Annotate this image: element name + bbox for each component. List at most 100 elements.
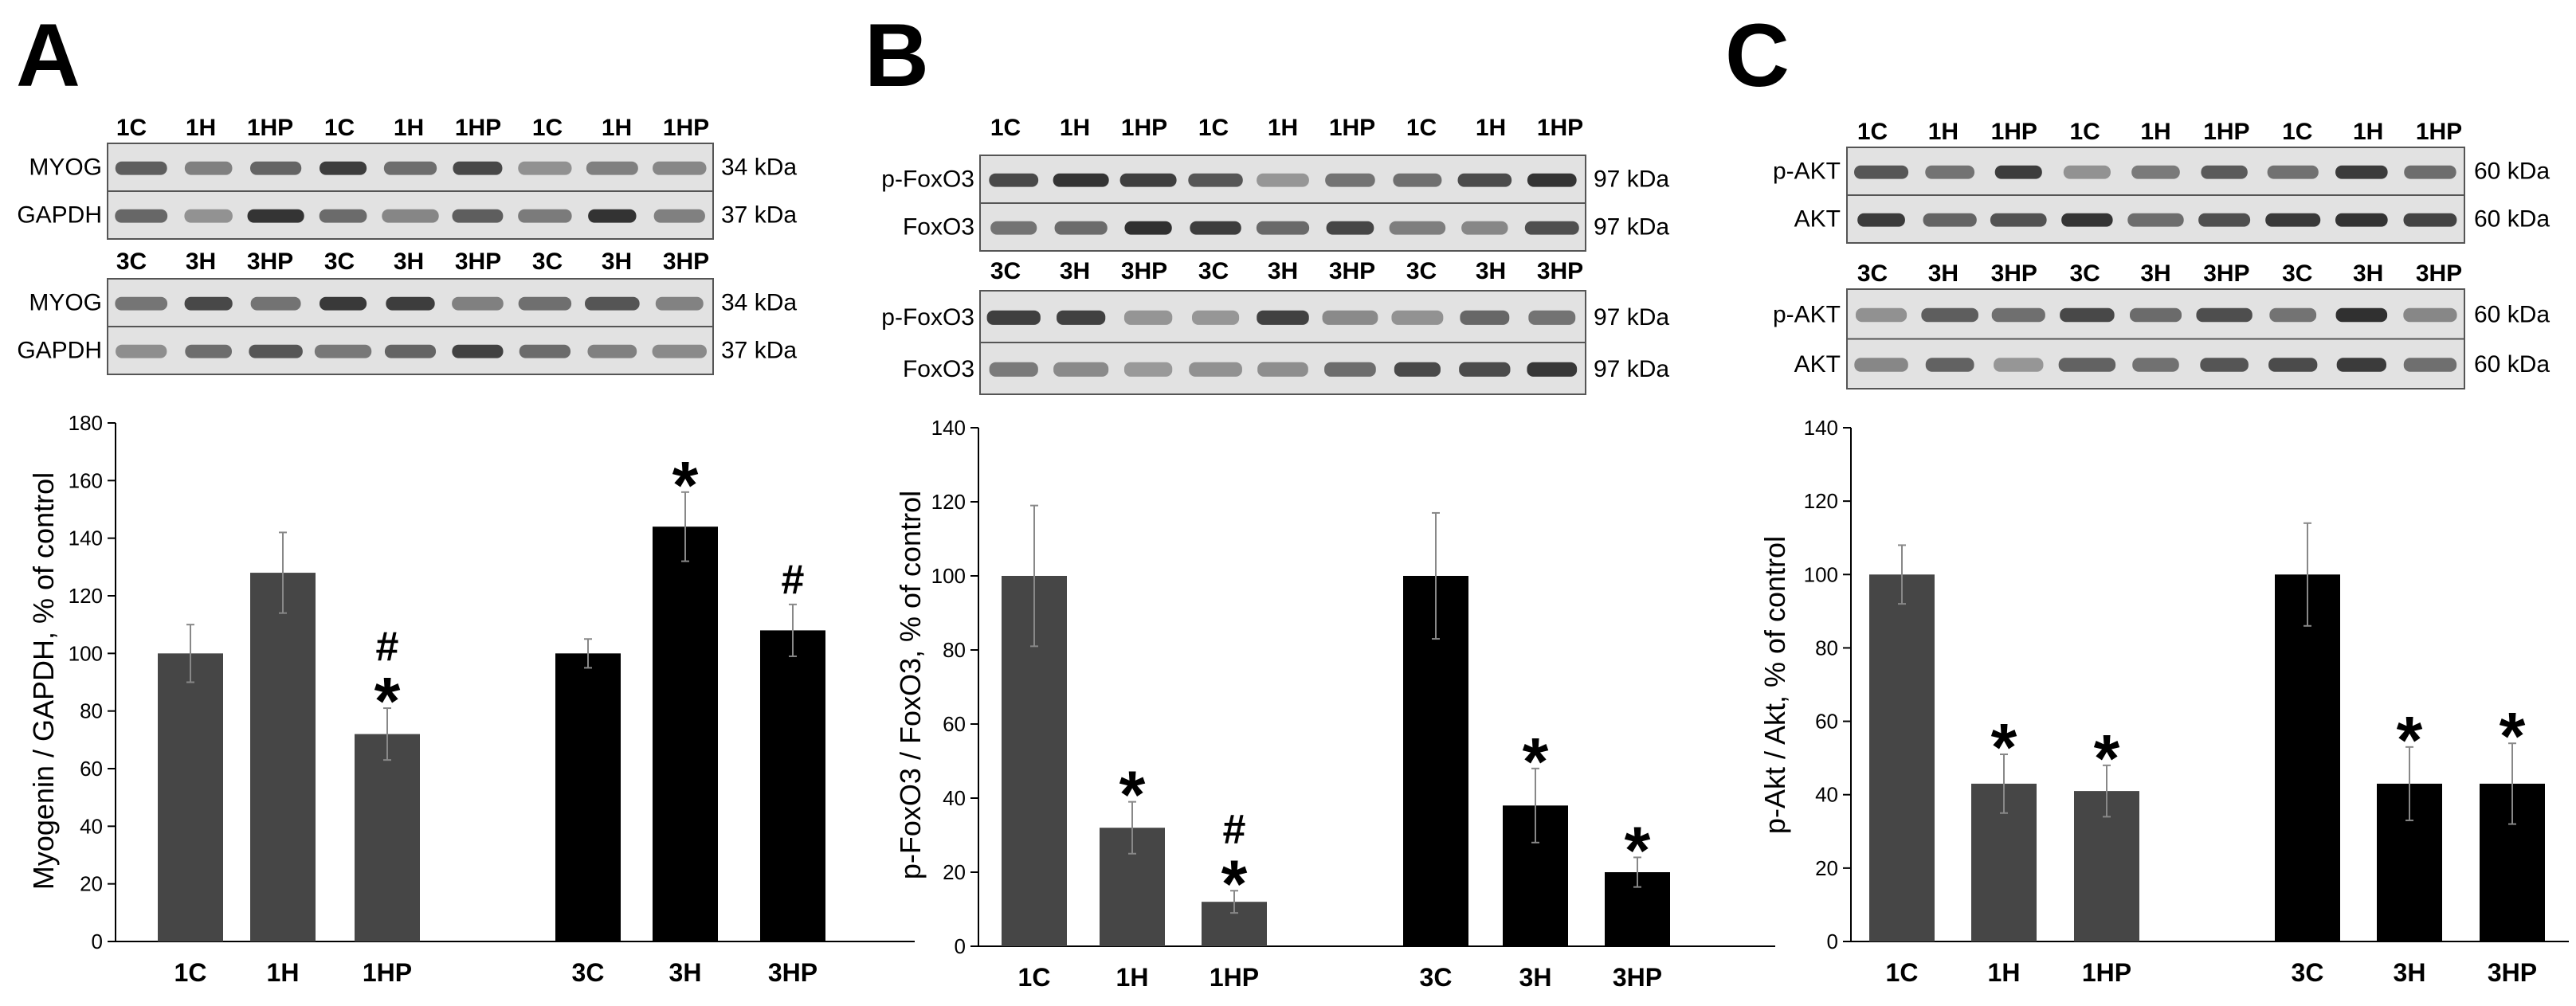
- x-tick-label: 3C: [1420, 963, 1453, 992]
- y-tick-label: 180: [69, 411, 103, 435]
- lane-label: 3H: [2353, 260, 2383, 287]
- lane-label: 1HP: [247, 115, 293, 141]
- lane-label: 3H: [394, 249, 424, 275]
- significance-star: *: [1991, 710, 2017, 785]
- panel-letter: B: [865, 6, 929, 105]
- blot-band: [1124, 221, 1172, 235]
- blot-band: [250, 161, 302, 175]
- bar-chart: 0 20 40 60 80 100 120 140 p-FoxO3 / FoxO3, % of …: [894, 416, 1775, 992]
- blot-band: [1188, 173, 1243, 187]
- lane-label: 1H: [186, 115, 216, 141]
- kda-label: 37 kDa: [721, 202, 797, 229]
- blot-band: [1123, 362, 1173, 377]
- protein-label: GAPDH: [17, 202, 102, 229]
- blot-band: [452, 344, 504, 358]
- y-tick-label: 140: [69, 526, 103, 550]
- blot-band: [115, 161, 167, 175]
- lane-label: 3H: [602, 249, 632, 275]
- lane-label: 3HP: [663, 249, 709, 275]
- x-tick-label: 1H: [1116, 963, 1149, 992]
- x-tick-label: 1H: [1988, 958, 2021, 987]
- blot-band: [1991, 307, 2045, 323]
- blot-band: [2127, 213, 2184, 227]
- blot-band: [989, 362, 1038, 377]
- lane-label: 1H: [394, 115, 424, 141]
- y-axis-label: p-Akt / Akt, % of control: [1759, 536, 1791, 834]
- blot-band: [2335, 165, 2388, 179]
- kda-label: 97 kDa: [1594, 214, 1669, 241]
- blot-band: [249, 344, 303, 358]
- lane-label: 1C: [324, 115, 355, 141]
- blot-band: [383, 161, 437, 175]
- blot-band: [116, 344, 167, 358]
- panel-c: C 1C 1H 1HP 1C 1H 1HP 1C 1H 1HP p-AKT 60 kDa AKT 60 k…: [1725, 6, 2569, 987]
- bar: [555, 653, 621, 941]
- lane-label: 1HP: [1991, 119, 2037, 145]
- significance-star: *: [1221, 846, 1248, 921]
- blot-band: [1857, 213, 1905, 227]
- x-tick-label: 1HP: [2082, 958, 2131, 987]
- blot-band: [585, 296, 640, 311]
- y-tick-label: 0: [955, 934, 966, 958]
- blot-band: [588, 209, 637, 223]
- lane-label: 3H: [1060, 258, 1090, 284]
- blot-band: [2060, 307, 2115, 323]
- kda-label: 97 kDa: [1594, 356, 1669, 382]
- lane-label: 1C: [2069, 119, 2100, 145]
- bar: [1869, 574, 1935, 941]
- protein-label: FoxO3: [903, 356, 974, 382]
- y-tick-label: 140: [1804, 416, 1838, 440]
- blot-band: [452, 296, 504, 311]
- blot-band: [319, 296, 367, 311]
- lane-label: 1C: [116, 115, 147, 141]
- blot-band: [184, 161, 233, 175]
- significance-star: *: [672, 448, 699, 523]
- blot-band: [320, 161, 367, 175]
- blot-band: [1394, 362, 1441, 377]
- bar: [653, 526, 718, 941]
- blot-band: [1256, 221, 1310, 235]
- protein-label: p-FoxO3: [881, 304, 974, 331]
- blot-band: [1119, 173, 1177, 187]
- blot-band: [452, 209, 504, 223]
- blot-band: [1461, 221, 1508, 235]
- blot-band: [1855, 307, 1907, 323]
- lane-label: 3C: [2069, 260, 2100, 287]
- blot-band: [1389, 221, 1446, 235]
- kda-label: 37 kDa: [721, 338, 797, 364]
- significance-star: *: [1523, 724, 1549, 799]
- lane-label: 3H: [1476, 258, 1506, 284]
- x-tick-label: 1C: [1018, 963, 1051, 992]
- blot-band: [2268, 358, 2318, 372]
- blot-band: [384, 344, 437, 358]
- lane-label: 3HP: [2203, 260, 2249, 287]
- y-tick-label: 100: [931, 564, 966, 588]
- western-blot: 3C 3H 3HP 3C 3H 3HP 3C 3H 3HP p-AKT 60 kDa AKT 60 kD…: [1773, 260, 2550, 389]
- kda-label: 60 kDa: [2474, 301, 2550, 327]
- blot-band: [587, 344, 637, 358]
- blot-band: [1257, 173, 1309, 187]
- blot-band: [247, 209, 304, 223]
- blot-band: [2058, 358, 2116, 372]
- lane-label: 1C: [532, 115, 563, 141]
- significance-star: *: [2397, 703, 2423, 777]
- protein-label: p-AKT: [1773, 159, 1841, 185]
- blot-band: [652, 344, 707, 358]
- blot-band: [653, 161, 707, 175]
- y-tick-label: 40: [80, 814, 103, 838]
- blot-band: [453, 161, 503, 175]
- y-tick-label: 0: [92, 930, 103, 953]
- lane-label: 1HP: [1329, 115, 1375, 141]
- blot-band: [1053, 173, 1109, 187]
- blot-band: [1527, 362, 1578, 377]
- x-tick-label: 1C: [1886, 958, 1919, 987]
- blot-band: [655, 296, 704, 311]
- bar-chart: 0 20 40 60 80 100 120 140 160 180 Myogenin / GAPDH…: [27, 411, 915, 987]
- x-tick-label: 1HP: [1210, 963, 1259, 992]
- blot-band: [1123, 310, 1173, 325]
- x-tick-label: 3HP: [2488, 958, 2537, 987]
- blot-band: [990, 221, 1037, 235]
- lane-label: 1H: [602, 115, 632, 141]
- blot-band: [518, 209, 572, 223]
- lane-label: 3H: [1268, 258, 1298, 284]
